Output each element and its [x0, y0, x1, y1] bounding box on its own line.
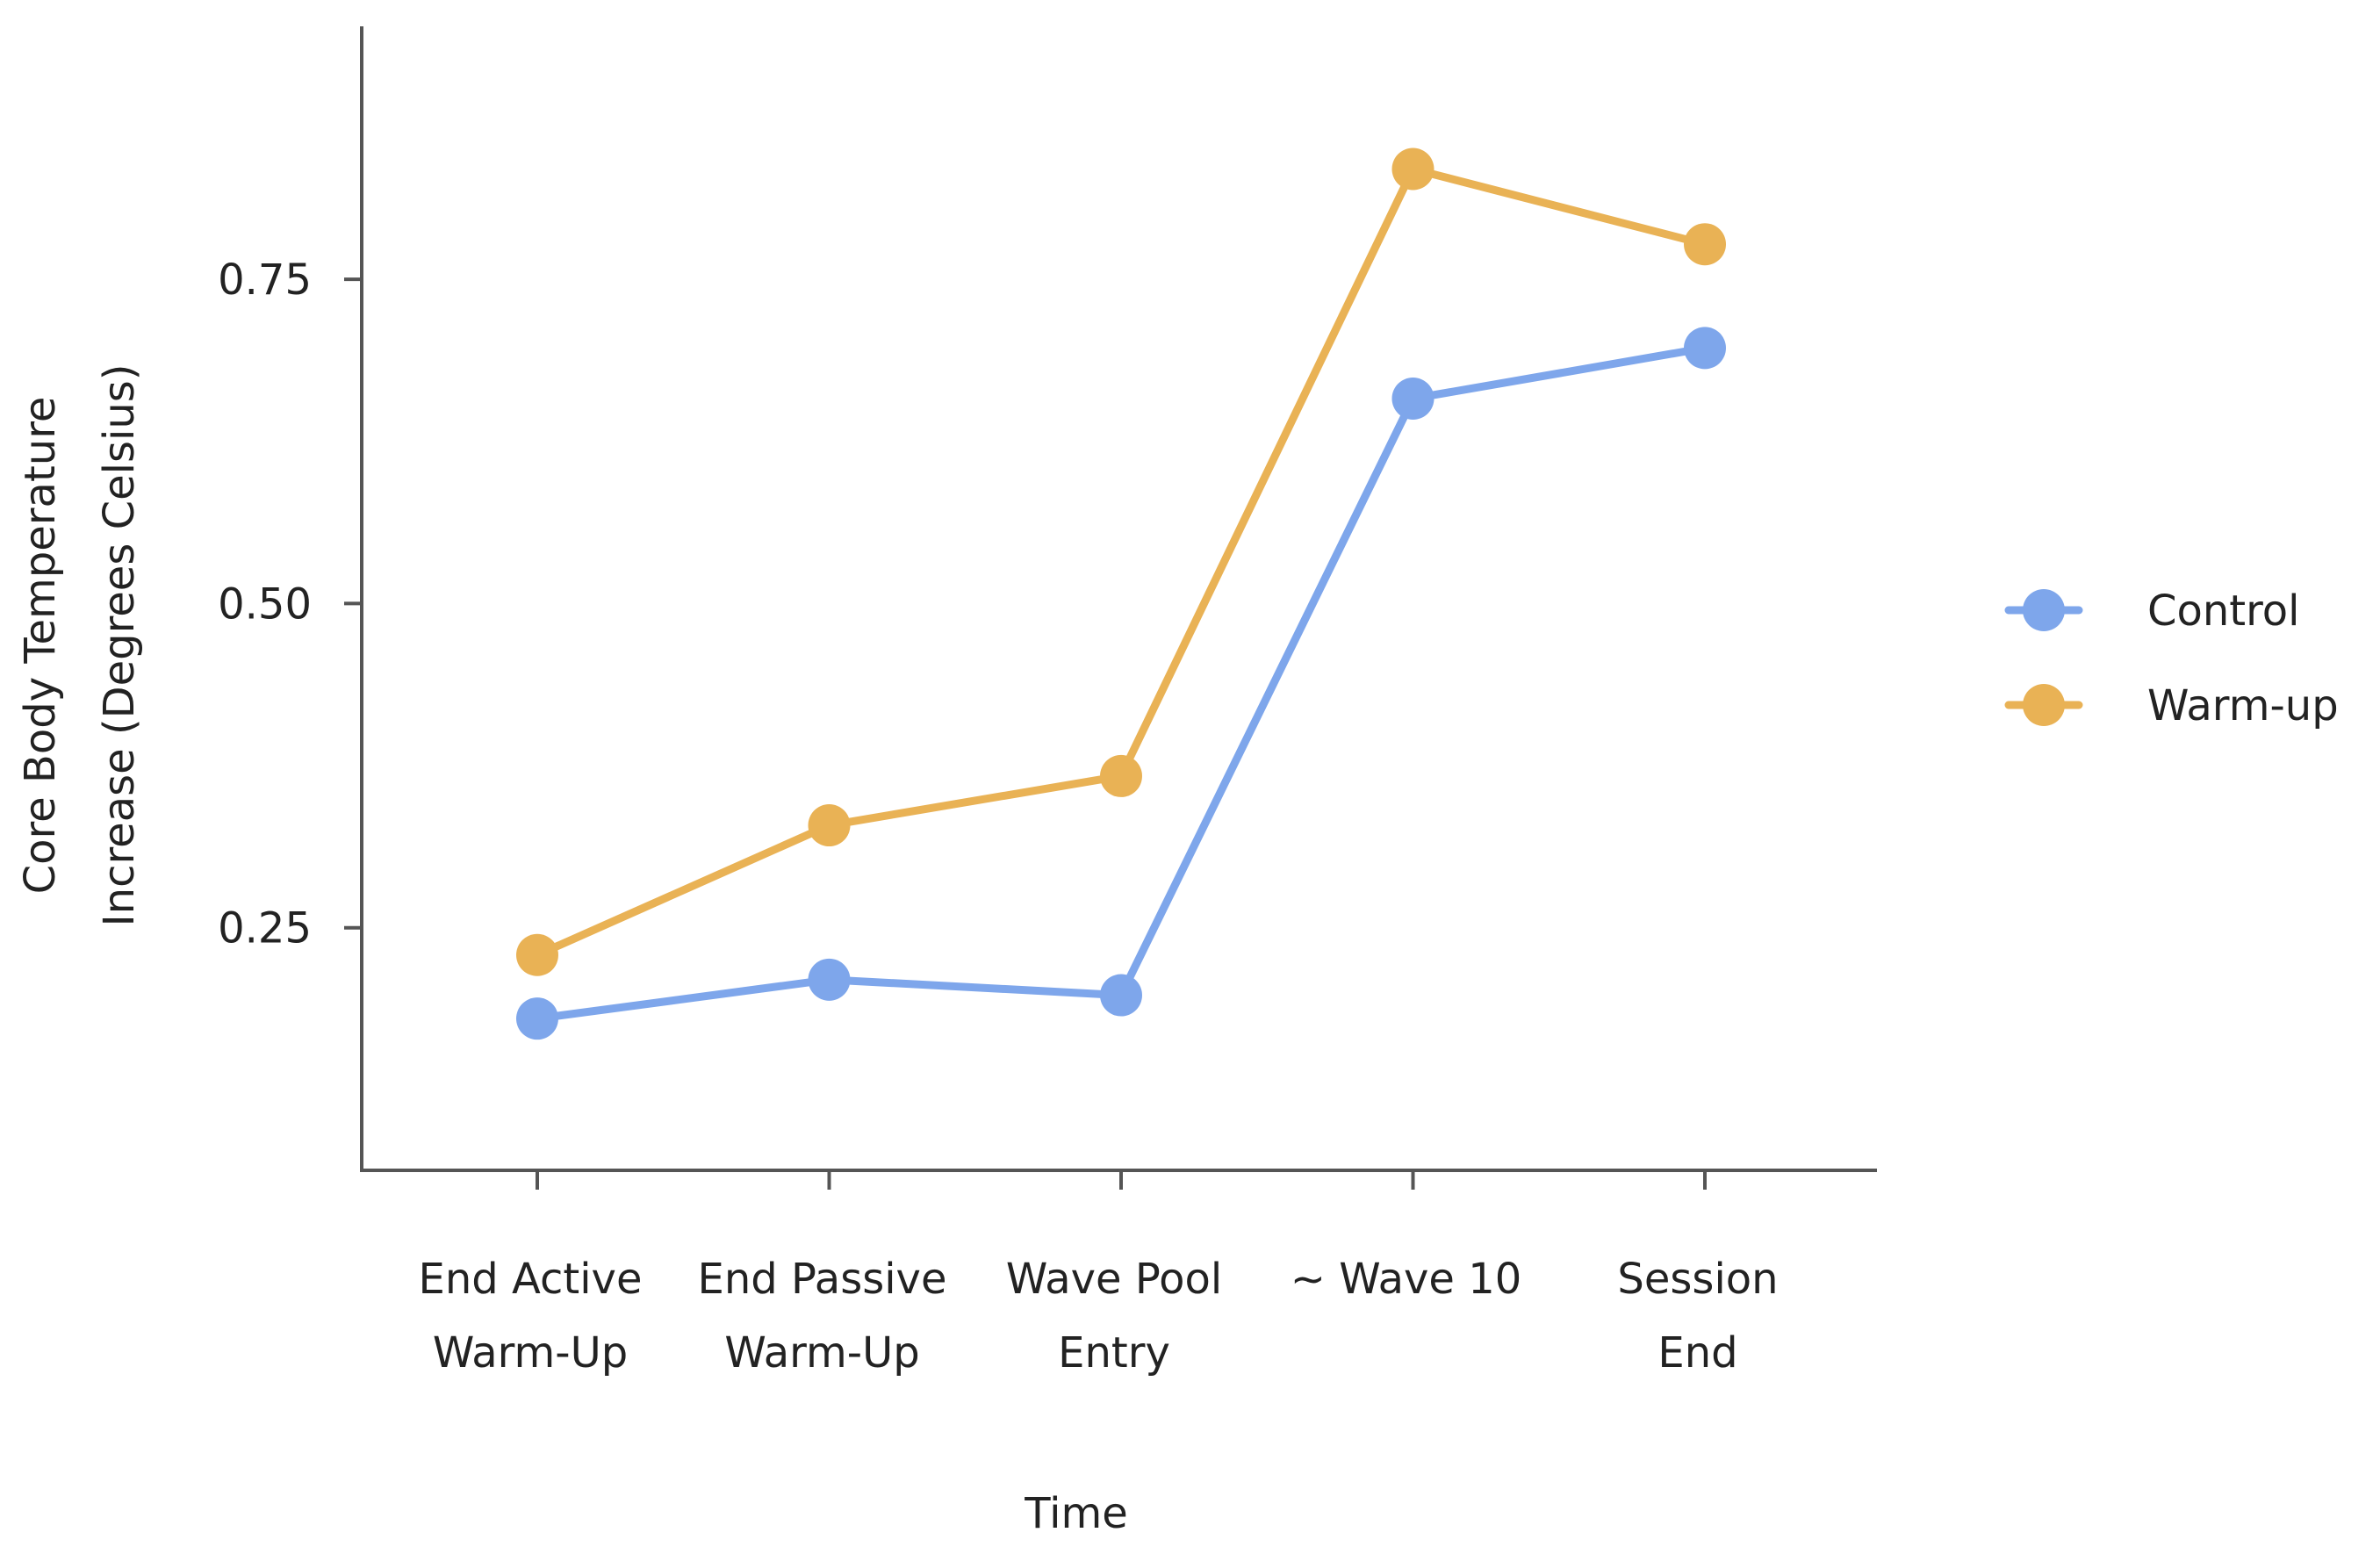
data-point-warm-up	[516, 933, 558, 976]
x-tick-label: Entry	[1058, 1328, 1170, 1378]
legend-label: Control	[2147, 586, 2300, 636]
y-axis-title-line-2: Increase (Degrees Celsius)	[95, 364, 144, 927]
series-lines	[533, 165, 1709, 1023]
series-line-control	[533, 343, 1709, 1023]
data-point-warm-up	[1391, 147, 1434, 191]
series-points	[516, 147, 1726, 1040]
y-tick-label: 0.75	[218, 255, 312, 305]
y-ticks: 0.25 0.50 0.75	[218, 255, 362, 953]
legend-item-control: Control	[2004, 586, 2300, 636]
y-axis-title-line-1: Core Body Temperature	[16, 397, 65, 895]
series-line-warm-up	[533, 165, 1709, 960]
data-point-warm-up	[1100, 754, 1142, 797]
axes	[360, 26, 1877, 1172]
y-tick-label: 0.50	[218, 579, 312, 629]
y-tick-label: 0.25	[218, 904, 312, 953]
x-tick-label: End	[1657, 1328, 1737, 1378]
x-tick-label: Wave Pool	[1006, 1255, 1222, 1304]
data-point-warm-up	[808, 804, 851, 847]
legend: Control Warm-up	[2004, 586, 2339, 730]
x-tick-label: End Active	[419, 1255, 643, 1304]
x-tick-label: Warm-Up	[433, 1328, 628, 1378]
legend-item-warm-up: Warm-up	[2004, 681, 2339, 730]
data-point-control	[808, 958, 851, 1001]
legend-swatch-marker	[2023, 589, 2065, 631]
x-tick-label: End Passive	[698, 1255, 947, 1304]
data-point-control	[1100, 974, 1142, 1017]
x-axis-title: Time	[1024, 1489, 1127, 1538]
data-point-control	[1684, 327, 1726, 370]
y-axis-title: Core Body Temperature Increase (Degrees …	[16, 364, 144, 927]
legend-label: Warm-up	[2147, 681, 2339, 730]
legend-swatch-marker	[2023, 684, 2065, 726]
x-tick-label: ~ Wave 10	[1291, 1255, 1522, 1304]
data-point-control	[1391, 377, 1434, 420]
data-point-warm-up	[1684, 223, 1726, 266]
data-point-control	[516, 997, 558, 1040]
x-tick-label: Session	[1617, 1255, 1778, 1304]
x-ticks: End Active Warm-Up End Passive Warm-Up Wave …	[419, 1170, 1779, 1378]
x-tick-label: Warm-Up	[724, 1328, 919, 1378]
